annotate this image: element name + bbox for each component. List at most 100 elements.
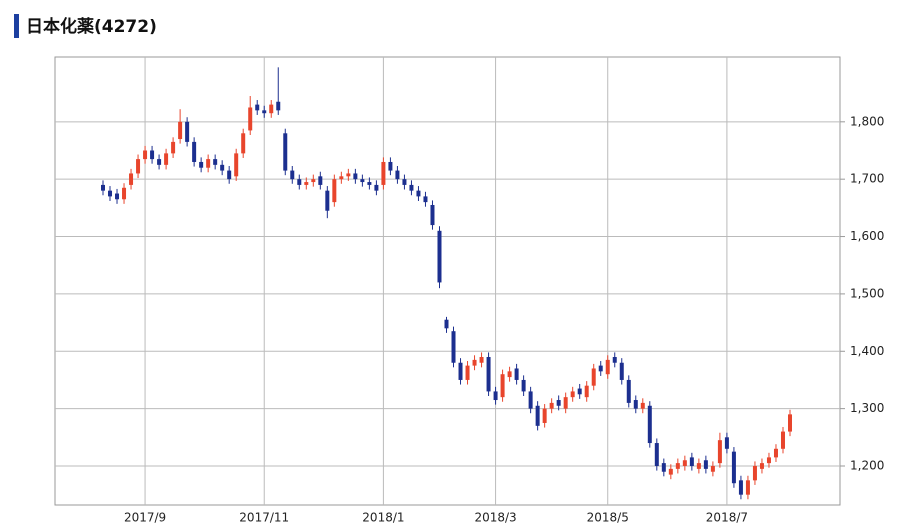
candle-body [766, 457, 771, 464]
chart-title: 日本化薬(4272) [26, 16, 157, 37]
y-tick-label: 1,600 [850, 229, 884, 243]
candle-body [710, 465, 715, 472]
candle-body [682, 460, 687, 466]
candle-body [451, 331, 456, 363]
candle-body [276, 101, 281, 111]
candle-body [290, 170, 295, 180]
candle-body [374, 184, 379, 191]
candle-body [206, 159, 211, 168]
candle-body [311, 179, 316, 183]
candle-body [283, 133, 288, 171]
candle-body [612, 357, 617, 363]
candle-body [234, 153, 239, 177]
candle-body [472, 359, 477, 366]
candle-body [332, 179, 337, 203]
candle-body [647, 405, 652, 444]
x-tick-label: 2017/11 [239, 511, 289, 525]
candle-body [465, 365, 470, 380]
candle-body [696, 463, 701, 469]
candle-body [423, 196, 428, 203]
candle-body [458, 362, 463, 380]
x-tick-label: 2018/5 [587, 511, 629, 525]
candle-body [192, 141, 197, 162]
candle-body [129, 173, 134, 185]
x-tick-label: 2018/3 [474, 511, 516, 525]
candle-body [668, 468, 673, 475]
y-tick-label: 1,400 [850, 344, 884, 358]
x-tick-label: 2018/1 [362, 511, 404, 525]
y-tick-label: 1,200 [850, 458, 884, 472]
plot-frame [54, 56, 841, 506]
candle-body [339, 176, 344, 180]
candle-body [108, 190, 113, 197]
candle-body [528, 391, 533, 409]
candle-body [122, 187, 127, 200]
candle-body [297, 179, 302, 185]
candle-body [437, 230, 442, 283]
candle-body [577, 388, 582, 395]
candle-body [248, 107, 253, 131]
candle-body [269, 104, 274, 114]
candle-body [395, 170, 400, 180]
candle-body [171, 141, 176, 154]
candle-body [115, 193, 120, 200]
candle-body [164, 153, 169, 165]
candle-body [626, 379, 631, 403]
candle-body [388, 161, 393, 171]
candle-body [353, 173, 358, 180]
candle-body [346, 173, 351, 177]
y-tick-label: 1,300 [850, 401, 884, 415]
candle-body [185, 121, 190, 142]
candle-body [654, 443, 659, 466]
candle-body [220, 164, 225, 171]
candle-body [486, 357, 491, 392]
candle-body [773, 448, 778, 458]
candle-body [241, 133, 246, 154]
x-tick-label: 2017/9 [124, 511, 166, 525]
candle-body [556, 400, 561, 406]
candle-body [367, 182, 372, 185]
candle-body [360, 179, 365, 183]
candle-body [318, 176, 323, 185]
candle-body [444, 319, 449, 329]
candle-body [304, 182, 309, 185]
candle-body [227, 170, 232, 180]
candle-body [619, 362, 624, 380]
candle-body [724, 437, 729, 449]
candle-body [675, 463, 680, 469]
candle-body [738, 480, 743, 495]
candle-body [542, 408, 547, 423]
candle-body [325, 190, 330, 211]
candle-body [549, 402, 554, 409]
candle-body [402, 179, 407, 185]
candle-body [479, 357, 484, 363]
candle-body [521, 379, 526, 392]
candle-body [731, 451, 736, 484]
title-marker [14, 14, 19, 38]
y-tick-label: 1,500 [850, 286, 884, 300]
candle-body [255, 104, 260, 111]
candle-body [605, 359, 610, 375]
candle-body [563, 397, 568, 409]
candle-body [500, 374, 505, 398]
candle-body [514, 368, 519, 380]
candle-body [136, 159, 141, 174]
candle-body [199, 161, 204, 168]
y-tick-label: 1,700 [850, 172, 884, 186]
candle-body [430, 204, 435, 226]
candle-body [788, 414, 792, 432]
candle-body [633, 400, 638, 409]
candle-body [570, 391, 575, 398]
candle-body [640, 402, 645, 409]
candle-body [780, 431, 785, 449]
candle-body [143, 150, 148, 160]
candle-body [493, 391, 498, 401]
candle-body [101, 184, 105, 191]
candle-body [591, 368, 596, 386]
y-tick-label: 1,800 [850, 114, 884, 128]
candle-body [507, 371, 512, 378]
candle-body [584, 385, 589, 398]
candle-body [752, 465, 757, 481]
candle-body [213, 159, 218, 165]
